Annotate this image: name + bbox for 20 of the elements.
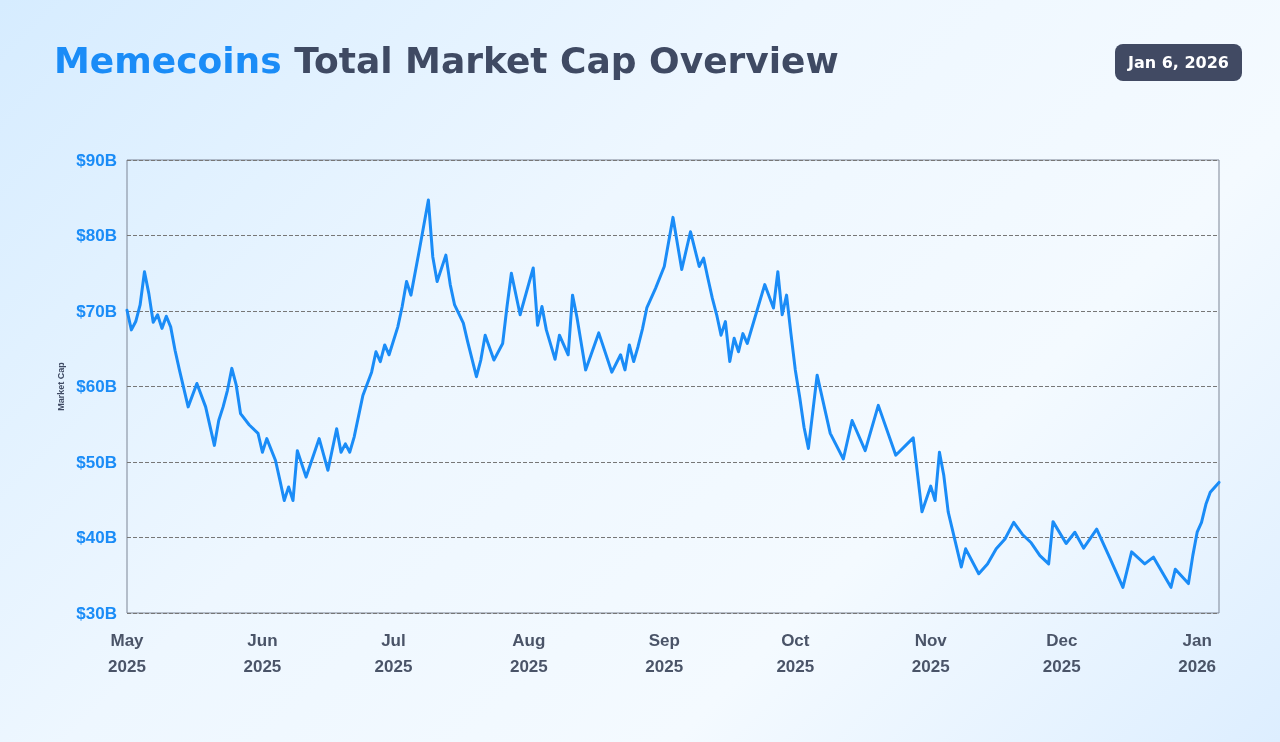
line-series [125,198,1221,589]
y-tick-label: $80B [76,226,117,245]
x-tick-label: Sep 2025 [645,630,684,676]
y-tick-label: $50B [76,452,117,472]
x-tick-label: Aug 2025 [509,630,548,676]
y-tick-label: $30B [76,603,117,623]
chart-title: Memecoins Total Market Cap Overview [54,40,839,81]
x-tick-label: Oct 2025 [776,630,815,676]
y-tick-label: $90B [76,150,117,170]
y-tick-label: $40B [76,528,117,547]
x-tick-label: Jan 2026 [1178,630,1217,676]
x-tick-label: Dec 2025 [1042,630,1081,676]
x-tick-label: May 2025 [108,630,146,676]
x-tick-label: Jun 2025 [243,630,282,676]
text: Jan 6, 2026 [1114,44,1242,81]
x-tick-label: Nov 2025 [911,630,950,676]
y-axis-title: Market Cap [55,361,66,411]
y-tick-label: $60B [76,377,117,396]
y-tick-label: $70B [76,301,117,321]
x-tick-label: Jul 2025 [374,630,413,676]
